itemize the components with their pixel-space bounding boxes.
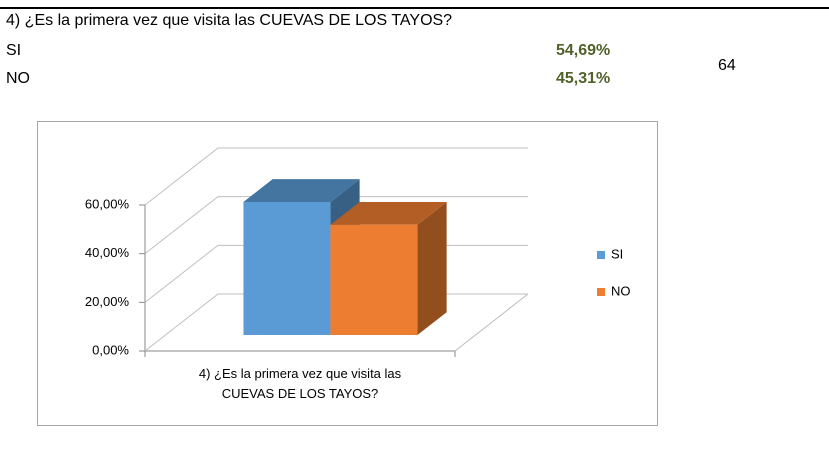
top-border [0, 7, 829, 9]
y-tick-label: 20,00% [85, 294, 130, 309]
bar-top [330, 201, 447, 225]
row-value: 45,31% [556, 70, 611, 87]
legend-label: SI [611, 246, 623, 261]
y-tick-label: 0,00% [92, 342, 129, 357]
axis-line [454, 293, 529, 352]
row-label: SI [6, 42, 22, 59]
legend-swatch [597, 288, 605, 296]
category-text: 4) ¿Es la primera vez que visita las CUE… [198, 366, 402, 401]
bar-side [417, 201, 447, 336]
bar [243, 201, 331, 336]
grid-line [144, 196, 528, 255]
cell-note: 64 [718, 57, 736, 74]
legend-swatch [597, 251, 605, 259]
legend-label: NO [611, 283, 631, 298]
row-label: NO [6, 70, 30, 87]
bar-top [243, 179, 360, 202]
question: 4) ¿Es la primera vez que visita las CUE… [6, 12, 453, 29]
y-tick-label: 60,00% [85, 196, 130, 211]
x-category-label: 4) ¿Es la primera vez que visita las CUE… [198, 366, 402, 401]
row-value: 54,69% [556, 42, 611, 59]
grid-line [144, 147, 528, 206]
bar [330, 224, 418, 336]
y-tick-label: 40,00% [85, 245, 130, 260]
